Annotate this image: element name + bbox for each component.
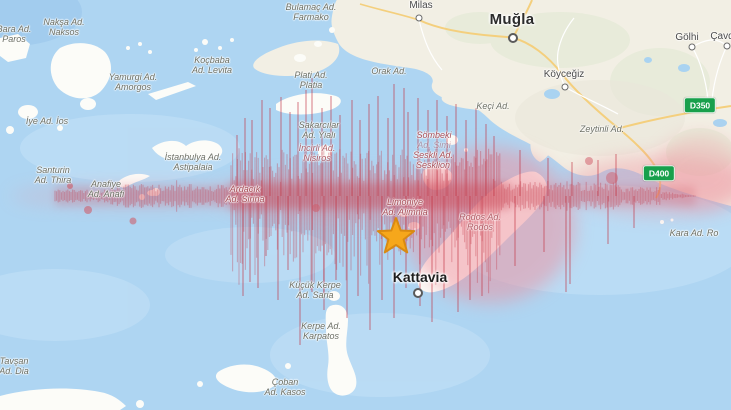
- road-badge-d350: D350: [683, 97, 717, 113]
- map-label-coban: Çoban Ad. Kasos: [264, 377, 306, 397]
- map-label-kucukkerpe: Küçük Kerpe Ad. Saria: [289, 280, 341, 300]
- map-label-anafiye: Anafiye Ad. Anafi: [87, 179, 125, 199]
- map-label-zeytinli: Zeytinli Ad.: [579, 124, 625, 134]
- island-karpatos: [325, 304, 357, 396]
- map-label-cavd: Çavd: [710, 31, 731, 42]
- island-nisiros: [318, 145, 332, 159]
- map-label-limoniye: Limoniye Ad. Alimnia: [382, 197, 428, 217]
- map-label-santurin: Santurin Ad. Thira: [34, 165, 72, 185]
- map-label-yamurgi: Yamurgi Ad. Amorgos: [108, 72, 158, 92]
- map-label-kocbaba: Koçbaba Ad. Levita: [191, 55, 233, 75]
- place-marker-cavd: [723, 42, 731, 50]
- place-marker-kattavia: [413, 288, 423, 298]
- map-label-keci: Keçi Ad.: [476, 101, 510, 111]
- island-amorgos: [148, 82, 196, 100]
- island-kos: [276, 93, 341, 115]
- map-label-kerpe: Kerpe Ad. Karpatos: [301, 321, 341, 341]
- waveform-dots: [67, 157, 618, 225]
- place-marker-golhi: [688, 43, 696, 51]
- map-label-ardacik: Ardacık Ad. Sirina: [225, 184, 265, 204]
- island-paros: [0, 34, 30, 62]
- map-label-bulamac: Bulamaç Ad. Farmako: [285, 2, 337, 22]
- map-label-iye: İye Ad. İos: [25, 116, 69, 126]
- map-label-incirli: İncirli Ad. Nisiros: [298, 143, 336, 163]
- map-label-kara: Kara Ad. Ro: [669, 228, 719, 238]
- island-simi: [446, 135, 458, 145]
- map-label-milas: Milas: [409, 0, 433, 11]
- map-label-koycegiz: Köyceğiz: [543, 69, 585, 80]
- island-crete: [0, 388, 126, 410]
- map-label-seskli: Seskli Ad. Sesklion: [413, 150, 453, 170]
- map-label-rodos: Rodos Ad. Rodos: [459, 212, 501, 232]
- island-kasos: [215, 364, 277, 393]
- map-label-sakarcilar: Sakarcılar Ad. Yialı: [298, 120, 340, 140]
- place-marker-mugla: [508, 33, 518, 43]
- epicenter-star-icon[interactable]: [376, 217, 416, 254]
- map-label-golhi: Gölhi: [675, 32, 699, 43]
- island-saria: [328, 291, 340, 301]
- map-label-paros: Bara Ad. Paros: [0, 24, 32, 44]
- island-naksos: [50, 43, 112, 99]
- island-ro: [660, 220, 664, 224]
- place-marker-koycegiz: [561, 83, 569, 91]
- road-badge-d400: D400: [642, 165, 676, 181]
- map-label-sombeki: Sömbeki Ad. Simi: [416, 130, 452, 150]
- map-label-tavsan: Tavşan Ad. Dia: [0, 356, 29, 376]
- map-label-orak: Orak Ad.: [371, 66, 407, 76]
- island-astipalaia: [152, 140, 223, 161]
- map-label-naksa: Nakşa Ad. Naksos: [43, 17, 85, 37]
- seismogram-waveform: [54, 78, 696, 345]
- place-marker-milas: [415, 14, 423, 22]
- map-label-kattavia: Kattavia: [392, 269, 448, 285]
- island-ios: [18, 105, 38, 119]
- map-label-plati: Plati Ad. Platia: [294, 70, 328, 90]
- map-label-mugla: Muğla: [489, 11, 535, 28]
- sea-deep-patch: [0, 0, 82, 46]
- lakes: [544, 57, 727, 127]
- map-label-istanbulya: İstanbulya Ad. Astipalaia: [164, 152, 222, 172]
